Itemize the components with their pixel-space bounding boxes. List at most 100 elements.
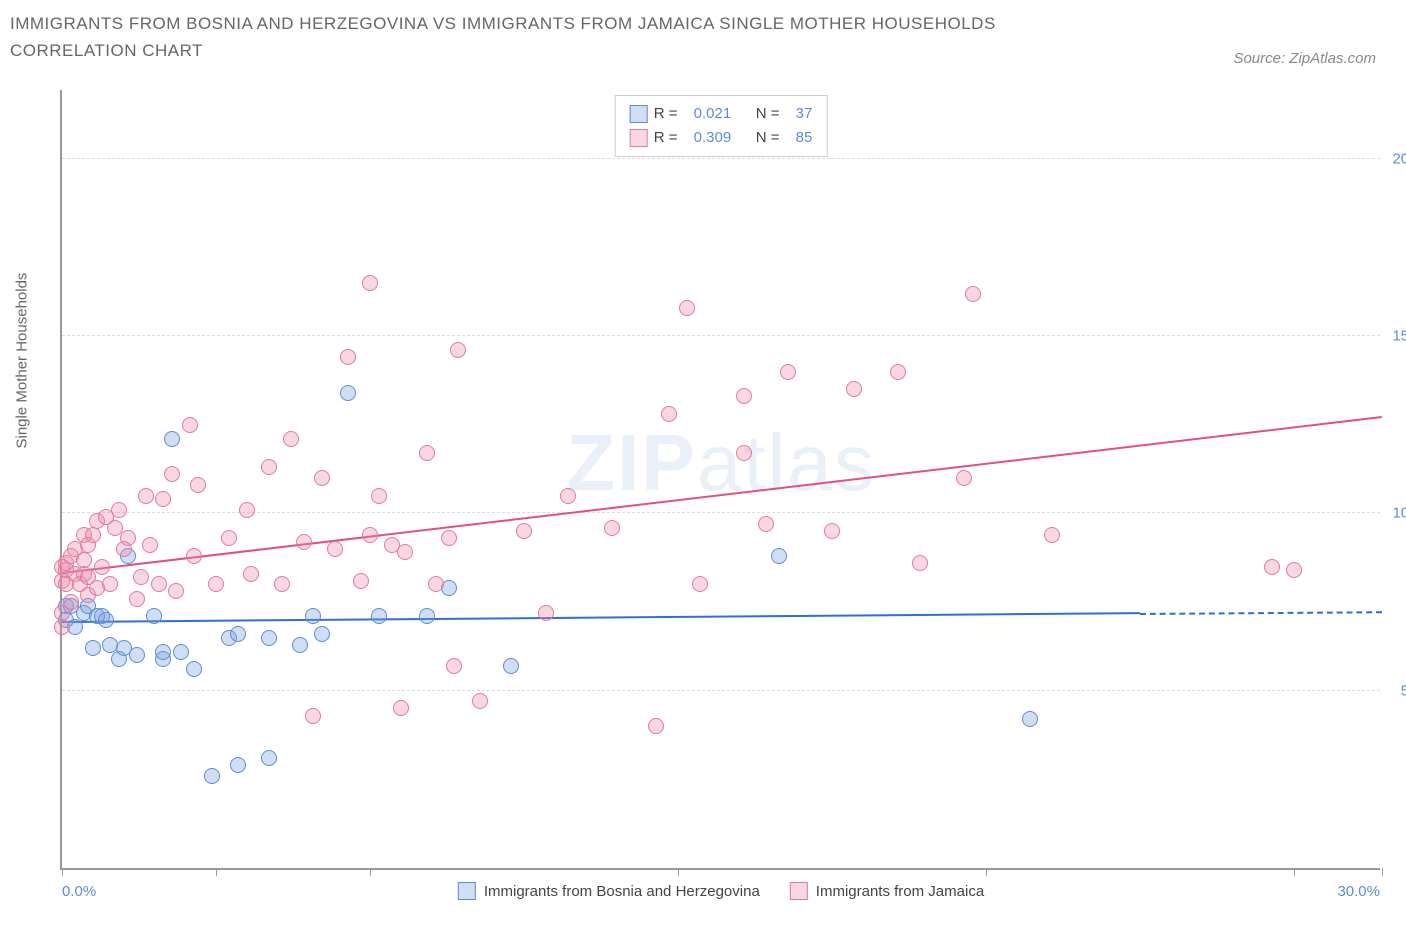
data-point-jamaica (190, 477, 206, 493)
chart-title: IMMIGRANTS FROM BOSNIA AND HERZEGOVINA V… (10, 10, 1110, 64)
data-point-jamaica (472, 693, 488, 709)
data-point-jamaica (239, 502, 255, 518)
data-point-jamaica (340, 349, 356, 365)
x-tick (678, 868, 679, 876)
data-point-jamaica (428, 576, 444, 592)
legend-series: Immigrants from Bosnia and Herzegovina Im… (458, 882, 984, 900)
data-point-jamaica (129, 591, 145, 607)
data-point-jamaica (221, 530, 237, 546)
data-point-jamaica (353, 573, 369, 589)
gridline (62, 512, 1380, 513)
legend-item-jamaica: Immigrants from Jamaica (790, 882, 984, 900)
data-point-bosnia (314, 626, 330, 642)
x-axis-min-label: 0.0% (62, 883, 96, 900)
y-axis-label: Single Mother Households (14, 273, 31, 449)
y-tick-label: 20.0% (1392, 150, 1406, 167)
data-point-bosnia (173, 644, 189, 660)
gridline (62, 335, 1380, 336)
r-value: 0.309 (694, 126, 732, 150)
gridline (62, 690, 1380, 691)
data-point-jamaica (692, 576, 708, 592)
data-point-jamaica (450, 342, 466, 358)
data-point-jamaica (120, 530, 136, 546)
data-point-jamaica (661, 406, 677, 422)
data-point-jamaica (186, 548, 202, 564)
data-point-bosnia (419, 608, 435, 624)
data-point-jamaica (63, 594, 79, 610)
data-point-bosnia (340, 385, 356, 401)
data-point-bosnia (164, 431, 180, 447)
data-point-jamaica (182, 417, 198, 433)
x-tick (62, 868, 63, 876)
data-point-jamaica (151, 576, 167, 592)
r-value: 0.021 (694, 102, 732, 126)
correlation-chart: IMMIGRANTS FROM BOSNIA AND HERZEGOVINA V… (10, 10, 1396, 920)
data-point-bosnia (85, 640, 101, 656)
plot-area: ZIPatlas R = 0.021 N = 37R = 0.309 N = 8… (60, 90, 1380, 870)
data-point-bosnia (305, 608, 321, 624)
data-point-jamaica (736, 445, 752, 461)
x-tick (370, 868, 371, 876)
data-point-jamaica (965, 286, 981, 302)
data-point-jamaica (446, 658, 462, 674)
data-point-jamaica (261, 459, 277, 475)
data-point-bosnia (129, 647, 145, 663)
data-point-jamaica (648, 718, 664, 734)
data-point-jamaica (76, 552, 92, 568)
x-tick (1382, 868, 1383, 876)
data-point-jamaica (164, 466, 180, 482)
data-point-bosnia (1022, 711, 1038, 727)
y-tick-label: 15.0% (1392, 328, 1406, 345)
data-point-jamaica (168, 583, 184, 599)
legend-item-bosnia: Immigrants from Bosnia and Herzegovina (458, 882, 760, 900)
legend-stat-row: R = 0.309 N = 85 (630, 126, 813, 150)
data-point-jamaica (824, 523, 840, 539)
data-point-jamaica (243, 566, 259, 582)
data-point-jamaica (362, 275, 378, 291)
legend-swatch (790, 882, 808, 900)
data-point-jamaica (283, 431, 299, 447)
data-point-jamaica (1264, 559, 1280, 575)
gridline (62, 158, 1380, 159)
trend-line-bosnia (62, 613, 1140, 624)
data-point-bosnia (146, 608, 162, 624)
data-point-jamaica (102, 576, 118, 592)
data-point-bosnia (261, 750, 277, 766)
r-label: R = (654, 126, 678, 150)
data-point-jamaica (296, 534, 312, 550)
data-point-jamaica (516, 523, 532, 539)
data-point-jamaica (371, 488, 387, 504)
data-point-jamaica (85, 527, 101, 543)
legend-swatch (630, 105, 648, 123)
source-attribution: Source: ZipAtlas.com (1233, 50, 1376, 67)
data-point-jamaica (133, 569, 149, 585)
data-point-jamaica (327, 541, 343, 557)
data-point-jamaica (538, 605, 554, 621)
data-point-bosnia (204, 768, 220, 784)
n-value: 85 (796, 126, 813, 150)
data-point-bosnia (371, 608, 387, 624)
legend-label: Immigrants from Jamaica (816, 883, 984, 900)
legend-stats: R = 0.021 N = 37R = 0.309 N = 85 (615, 95, 828, 157)
data-point-bosnia (230, 757, 246, 773)
data-point-jamaica (419, 445, 435, 461)
data-point-bosnia (98, 612, 114, 628)
data-point-jamaica (780, 364, 796, 380)
data-point-jamaica (305, 708, 321, 724)
data-point-jamaica (912, 555, 928, 571)
n-label: N = (756, 102, 780, 126)
legend-label: Immigrants from Bosnia and Herzegovina (484, 883, 760, 900)
data-point-jamaica (393, 700, 409, 716)
data-point-jamaica (890, 364, 906, 380)
r-label: R = (654, 102, 678, 126)
data-point-jamaica (362, 527, 378, 543)
data-point-jamaica (1286, 562, 1302, 578)
data-point-bosnia (261, 630, 277, 646)
data-point-bosnia (186, 661, 202, 677)
data-point-bosnia (503, 658, 519, 674)
data-point-jamaica (736, 388, 752, 404)
data-point-bosnia (230, 626, 246, 642)
data-point-bosnia (292, 637, 308, 653)
data-point-jamaica (138, 488, 154, 504)
n-label: N = (756, 126, 780, 150)
